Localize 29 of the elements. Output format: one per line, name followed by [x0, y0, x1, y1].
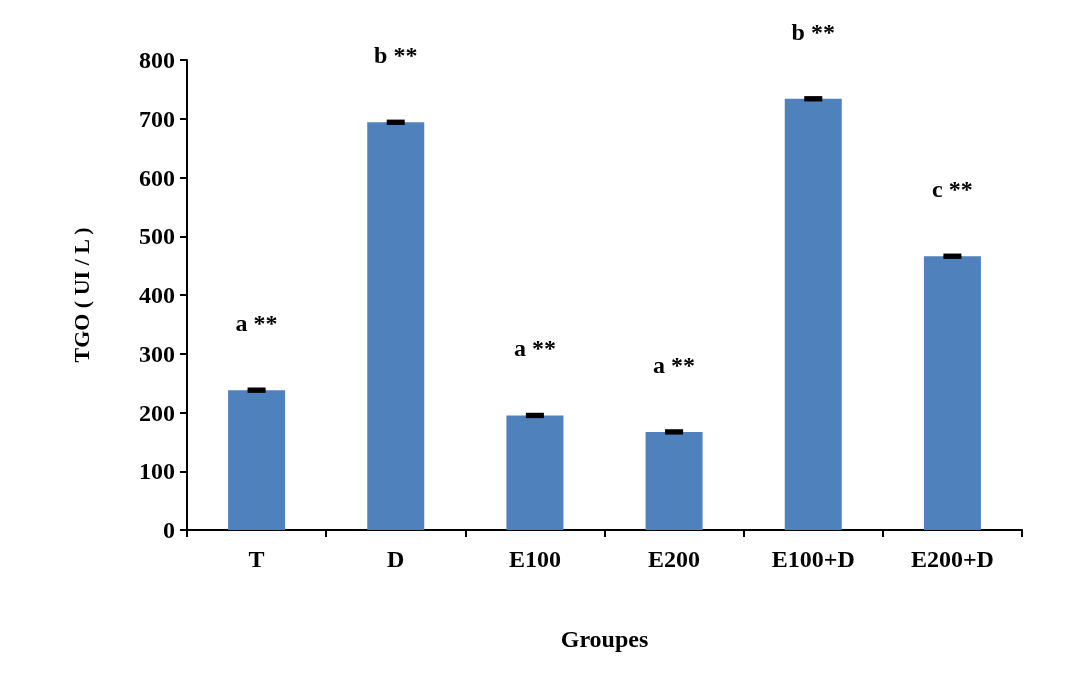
y-axis-title: TGO ( UI / L ): [68, 227, 94, 363]
bar: [506, 415, 564, 530]
x-tick-label: E200: [648, 546, 701, 572]
x-tick-label: E100: [508, 546, 561, 572]
y-tick-label: 800: [139, 47, 175, 73]
x-tick-label: D: [387, 546, 405, 572]
text: b **: [791, 18, 835, 45]
annotation: a **: [235, 310, 278, 337]
bar: [923, 256, 981, 530]
annotation: c **: [932, 176, 973, 203]
bar: [784, 98, 842, 530]
bar: [645, 431, 703, 530]
y-tick-label: 100: [139, 458, 175, 485]
x-tick-label: E200+D: [910, 546, 994, 572]
x-tick-label: T: [248, 546, 265, 572]
bar: [367, 122, 425, 530]
y-tick-label: 600: [139, 164, 175, 191]
x-tick-label: E100+D: [771, 546, 855, 572]
annotation: b **: [374, 42, 418, 69]
y-tick-label: 400: [139, 282, 175, 308]
y-tick-label: 0: [163, 517, 175, 543]
x-axis-title: Groupes: [560, 626, 649, 652]
y-tick-label: 700: [139, 105, 175, 132]
y-tick-label: 300: [139, 340, 175, 367]
annotation: a **: [513, 335, 556, 362]
y-tick-label: 500: [139, 223, 175, 250]
y-tick-label: 200: [139, 399, 175, 426]
bar: [228, 390, 286, 530]
annotation: a **: [653, 351, 696, 378]
